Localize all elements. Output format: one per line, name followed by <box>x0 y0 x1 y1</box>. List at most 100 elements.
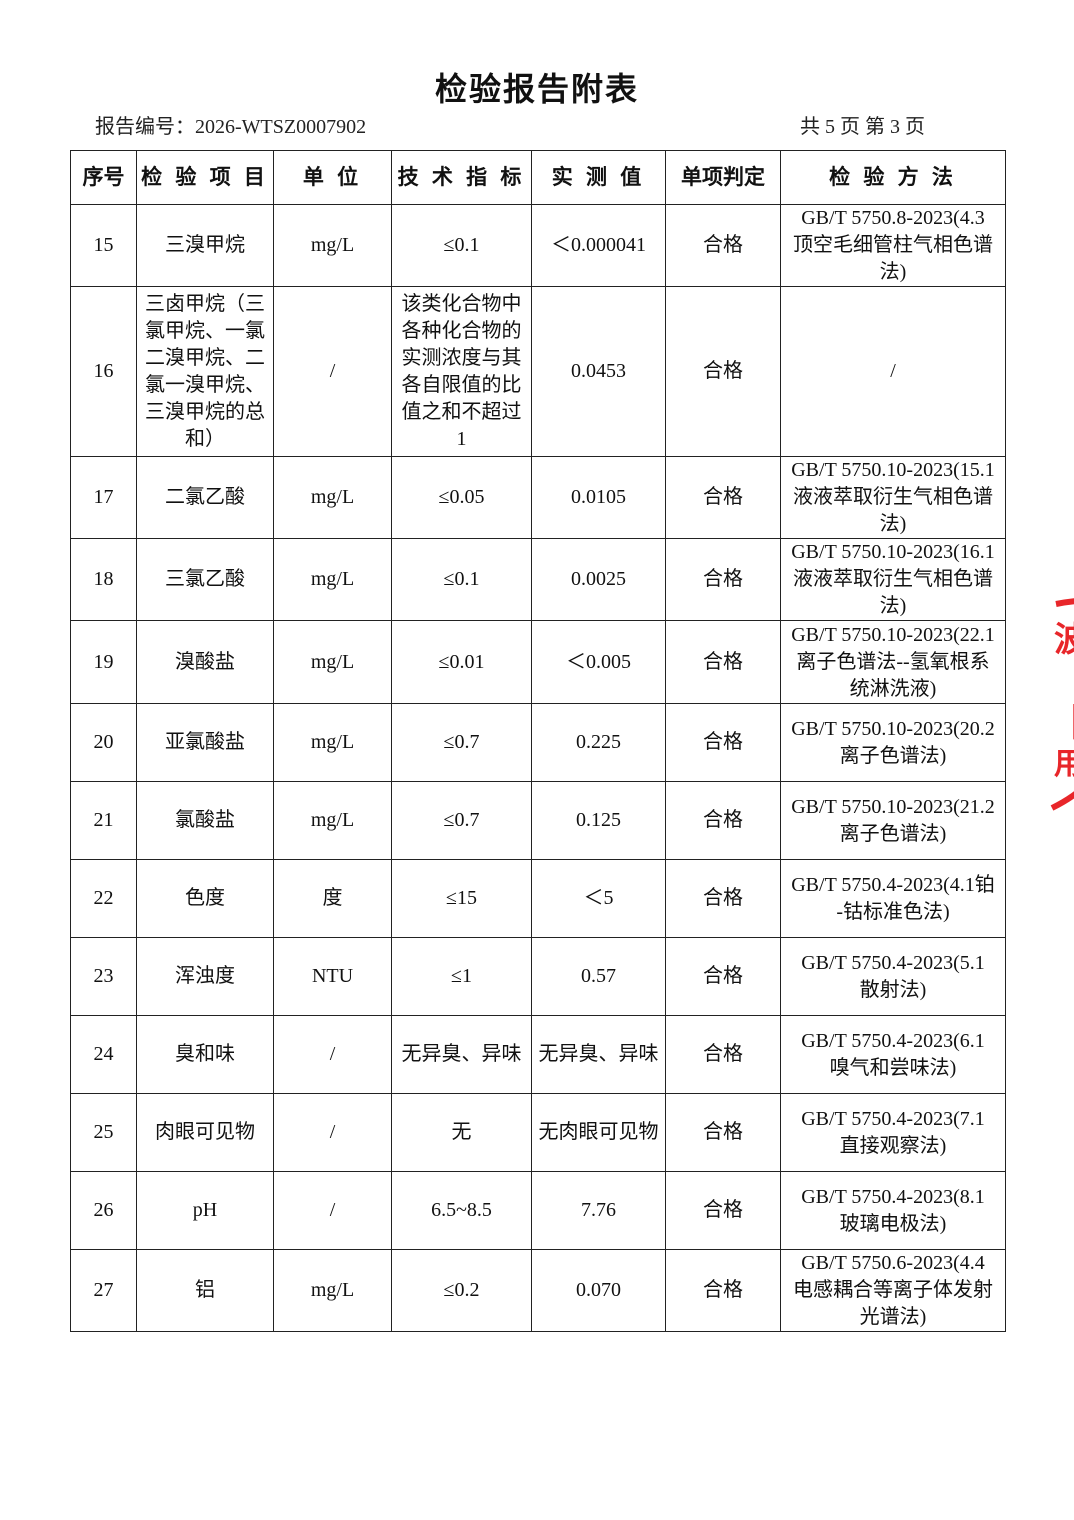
cell-no: 24 <box>70 1015 137 1094</box>
cell-value: 0.125 <box>531 781 666 860</box>
svg-text:波: 波 <box>1054 621 1074 659</box>
red-seal-stamp: 波 【 用 <box>1048 598 1074 811</box>
cell-method: GB/T 5750.10-2023(15.1 液液萃取衍生气相色谱 法) <box>780 456 1006 539</box>
cell-result: 合格 <box>665 859 781 938</box>
cell-unit: mg/L <box>273 456 392 539</box>
results-table: 序号 检 验 项 目 单 位 技 术 指 标 实 测 值 单项判定 检 验 方 … <box>70 150 1006 1332</box>
cell-item: 臭和味 <box>136 1015 274 1094</box>
cell-item: 铝 <box>136 1249 274 1332</box>
table-row: 15 三溴甲烷 mg/L ≤0.1 ＜0.000041 合格 GB/T 5750.8-202… <box>70 204 1006 287</box>
cell-item: 三溴甲烷 <box>136 204 274 287</box>
cell-no: 16 <box>70 286 137 457</box>
table-header-row: 序号 检 验 项 目 单 位 技 术 指 标 实 测 值 单项判定 检 验 方 … <box>70 150 1006 205</box>
table-row: 25 肉眼可见物 / 无无肉眼可见物 合格 GB/T 5750.4-2023(7.1 直接… <box>70 1093 1006 1172</box>
header-no: 序号 <box>70 150 137 205</box>
cell-no: 20 <box>70 703 137 782</box>
cell-method: GB/T 5750.10-2023(22.1 离子色谱法--氢氧根系 统淋洗液) <box>780 620 1006 704</box>
cell-item: 氯酸盐 <box>136 781 274 860</box>
cell-item: 二氯乙酸 <box>136 456 274 539</box>
table-row: 17 二氯乙酸 mg/L ≤0.05 0.0105 合格 GB/T 5750.10-2023… <box>70 456 1006 539</box>
cell-result: 合格 <box>665 937 781 1016</box>
header-result: 单项判定 <box>665 150 781 205</box>
cell-method: GB/T 5750.10-2023(16.1 液液萃取衍生气相色谱 法) <box>780 538 1006 621</box>
table-row: 26 pH/6.5~8.5 7.76 合格 GB/T 5750.4-2023(8.1 玻… <box>70 1171 1006 1250</box>
cell-result: 合格 <box>665 1171 781 1250</box>
cell-no: 22 <box>70 859 137 938</box>
cell-method: GB/T 5750.8-2023(4.3 顶空毛细管柱气相色谱 法) <box>780 204 1006 287</box>
cell-result: 合格 <box>665 620 781 704</box>
cell-unit: mg/L <box>273 620 392 704</box>
cell-value: ＜5 <box>531 859 666 938</box>
cell-unit: mg/L <box>273 1249 392 1332</box>
cell-limit: ≤0.2 <box>391 1249 532 1332</box>
cell-value: 0.0105 <box>531 456 666 539</box>
cell-result: 合格 <box>665 781 781 860</box>
cell-limit: 无 <box>391 1093 532 1172</box>
cell-no: 18 <box>70 538 137 621</box>
cell-unit: mg/L <box>273 538 392 621</box>
cell-unit: / <box>273 286 392 457</box>
cell-no: 27 <box>70 1249 137 1332</box>
page-title: 检验报告附表 <box>434 71 639 107</box>
header-unit: 单 位 <box>273 150 392 205</box>
cell-value: 无异臭、异味 <box>531 1015 666 1094</box>
cell-limit: ≤15 <box>391 859 532 938</box>
cell-unit: mg/L <box>273 781 392 860</box>
cell-no: 23 <box>70 937 137 1016</box>
table-row: 21 氯酸盐 mg/L ≤0.7 0.125 合格 GB/T 5750.10-2023(21… <box>70 781 1006 860</box>
header-value: 实 测 值 <box>531 150 666 205</box>
cell-limit: ≤0.01 <box>391 620 532 704</box>
cell-method: GB/T 5750.4-2023(5.1 散射法) <box>780 937 1006 1016</box>
cell-result: 合格 <box>665 1015 781 1094</box>
table-row: 23 浑浊度 NTU ≤1 0.57 合格 GB/T 5750.4-2023(5.1 散射法… <box>70 937 1006 1016</box>
cell-method: GB/T 5750.4-2023(7.1 直接观察法) <box>780 1093 1006 1172</box>
svg-text:【: 【 <box>1048 703 1074 745</box>
cell-value: 0.0025 <box>531 538 666 621</box>
cell-value: ＜0.000041 <box>531 204 666 287</box>
cell-limit: 该类化合物中 各种化合物的 实测浓度与其 各自限值的比 值之和不超过 1 <box>391 286 532 457</box>
cell-result: 合格 <box>665 703 781 782</box>
cell-value: 0.225 <box>531 703 666 782</box>
cell-item: 浑浊度 <box>136 937 274 1016</box>
cell-no: 25 <box>70 1093 137 1172</box>
cell-item: 亚氯酸盐 <box>136 703 274 782</box>
header-item: 检 验 项 目 <box>136 150 274 205</box>
table-row: 27 铝 mg/L ≤0.2 0.070 合格 GB/T 5750.6-2023(4.4 电… <box>70 1249 1006 1332</box>
table-row: 18 三氯乙酸 mg/L ≤0.1 0.0025 合格 GB/T 5750.10-2023(… <box>70 538 1006 621</box>
cell-method: / <box>780 286 1006 457</box>
cell-method: GB/T 5750.4-2023(8.1 玻璃电极法) <box>780 1171 1006 1250</box>
cell-item: 三卤甲烷（三 氯甲烷、一氯 二溴甲烷、二 氯一溴甲烷、 三溴甲烷的总 和） <box>136 286 274 457</box>
cell-no: 17 <box>70 456 137 539</box>
cell-limit: 6.5~8.5 <box>391 1171 532 1250</box>
cell-result: 合格 <box>665 1249 781 1332</box>
cell-unit: / <box>273 1171 392 1250</box>
cell-item: 溴酸盐 <box>136 620 274 704</box>
cell-no: 26 <box>70 1171 137 1250</box>
cell-result: 合格 <box>665 286 781 457</box>
cell-unit: / <box>273 1015 392 1094</box>
cell-limit: ≤0.7 <box>391 703 532 782</box>
cell-item: 肉眼可见物 <box>136 1093 274 1172</box>
cell-value: 0.070 <box>531 1249 666 1332</box>
cell-result: 合格 <box>665 1093 781 1172</box>
cell-value: 0.57 <box>531 937 666 1016</box>
cell-method: GB/T 5750.4-2023(4.1铂 -钴标准色法) <box>780 859 1006 938</box>
cell-value: 0.0453 <box>531 286 666 457</box>
cell-limit: ≤0.1 <box>391 204 532 287</box>
header-limit: 技 术 指 标 <box>391 150 532 205</box>
cell-limit: ≤0.1 <box>391 538 532 621</box>
cell-unit: NTU <box>273 937 392 1016</box>
cell-unit: 度 <box>273 859 392 938</box>
cell-result: 合格 <box>665 456 781 539</box>
cell-item: pH <box>136 1171 274 1250</box>
cell-unit: / <box>273 1093 392 1172</box>
table-row: 22 色度度 ≤15 ＜5 合格 GB/T 5750.4-2023(4.1铂 -钴标准色法… <box>70 859 1006 938</box>
page-count: 共 5 页 第 3 页 <box>800 116 925 138</box>
cell-limit: 无异臭、异味 <box>391 1015 532 1094</box>
report-number: 报告编号：2026-WTSZ0007902 <box>95 116 367 138</box>
cell-value: 无肉眼可见物 <box>531 1093 666 1172</box>
cell-item: 色度 <box>136 859 274 938</box>
header-method: 检 验 方 法 <box>780 150 1006 205</box>
cell-value: 7.76 <box>531 1171 666 1250</box>
table-row: 16 三卤甲烷（三 氯甲烷、一氯 二溴甲烷、二 氯一溴甲烷、 三溴甲烷的总 和） /… <box>70 286 1006 457</box>
